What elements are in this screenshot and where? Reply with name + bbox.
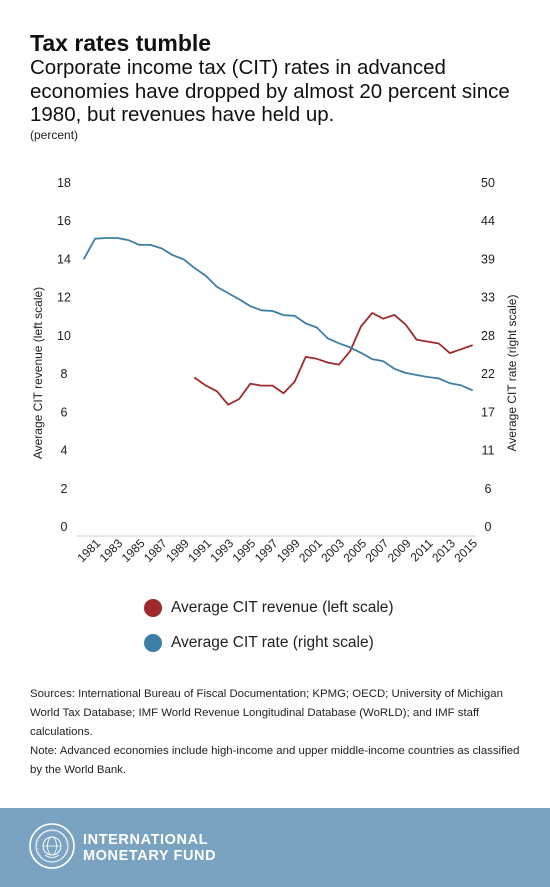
x-tick-label: 1999 <box>274 536 303 565</box>
x-tick-label: 2009 <box>385 536 414 565</box>
legend-swatch-rate <box>144 634 162 652</box>
left-tick-label: 14 <box>57 252 71 266</box>
right-tick-label: 22 <box>481 367 495 381</box>
left-tick-label: 4 <box>61 444 68 458</box>
left-tick-label: 8 <box>61 367 68 381</box>
unit-note: (percent) <box>30 128 79 142</box>
left-axis-title: Average CIT revenue (left scale) <box>31 287 45 459</box>
revenue-series-line <box>193 312 473 406</box>
sources-note: Sources: International Bureau of Fiscal … <box>30 688 503 738</box>
right-tick-label: 0 <box>485 520 492 534</box>
x-tick-label: 1981 <box>74 536 103 565</box>
x-tick-label: 2013 <box>429 536 458 565</box>
chart-subtitle: Corporate income tax (CIT) rates in adva… <box>30 56 510 126</box>
legend-label-revenue: Average CIT revenue (left scale) <box>171 599 394 616</box>
right-axis: 0 6 11 17 22 28 33 39 44 50 <box>481 176 495 534</box>
right-tick-label: 6 <box>485 482 492 496</box>
rate-series-line <box>83 237 473 392</box>
x-tick-label: 2003 <box>318 536 347 565</box>
x-tick-label: 1987 <box>141 536 170 565</box>
x-tick-label: 1997 <box>252 536 281 565</box>
right-tick-label: 17 <box>481 405 495 419</box>
definition-note: Note: Advanced economies include high-in… <box>30 745 520 776</box>
legend-item-revenue: Average CIT revenue (left scale) <box>144 596 394 620</box>
right-tick-label: 28 <box>481 329 495 343</box>
left-tick-label: 16 <box>57 214 71 228</box>
right-tick-label: 39 <box>481 252 495 266</box>
x-tick-label: 2011 <box>408 536 436 564</box>
right-tick-label: 33 <box>481 291 495 305</box>
right-tick-label: 44 <box>481 214 495 228</box>
right-tick-label: 11 <box>482 444 495 458</box>
legend-swatch-revenue <box>144 599 162 617</box>
right-axis-title: Average CIT rate (right scale) <box>505 295 519 452</box>
x-tick-label: 2005 <box>340 536 369 565</box>
x-tick-label: 1995 <box>230 536 259 565</box>
legend: Average CIT revenue (left scale) Average… <box>144 596 394 666</box>
x-tick-label: 1983 <box>97 536 126 565</box>
left-axis: 0 2 4 6 8 10 12 14 16 18 <box>57 176 71 534</box>
left-tick-label: 18 <box>57 176 71 190</box>
left-tick-label: 6 <box>61 405 68 419</box>
x-tick-label: 2007 <box>363 536 392 565</box>
imf-wordmark: INTERNATIONAL MONETARY FUND <box>83 832 216 864</box>
left-tick-label: 12 <box>57 291 71 305</box>
imf-wordmark-line1: INTERNATIONAL <box>83 832 209 848</box>
footer-banner: INTERNATIONAL MONETARY FUND <box>0 808 550 887</box>
x-tick-label: 2001 <box>296 536 325 565</box>
x-tick-label: 2015 <box>451 536 480 565</box>
right-tick-label: 50 <box>481 176 495 190</box>
legend-item-rate: Average CIT rate (right scale) <box>144 631 394 655</box>
legend-label-rate: Average CIT rate (right scale) <box>171 634 374 651</box>
notes: Sources: International Bureau of Fiscal … <box>30 685 525 780</box>
x-tick-label: 1985 <box>119 536 148 565</box>
series-layer <box>83 237 473 406</box>
chart-title: Tax rates tumble <box>30 30 212 56</box>
imf-wordmark-line2: MONETARY FUND <box>83 848 217 864</box>
x-tick-label: 1993 <box>207 536 236 565</box>
left-tick-label: 10 <box>57 329 71 343</box>
x-tick-label: 1991 <box>185 536 214 565</box>
left-tick-label: 0 <box>61 520 68 534</box>
left-tick-label: 2 <box>61 482 68 496</box>
x-axis: 1981198319851987198919911993199519971999… <box>74 535 480 565</box>
imf-seal-icon <box>29 823 75 869</box>
x-tick-label: 1989 <box>163 536 192 565</box>
